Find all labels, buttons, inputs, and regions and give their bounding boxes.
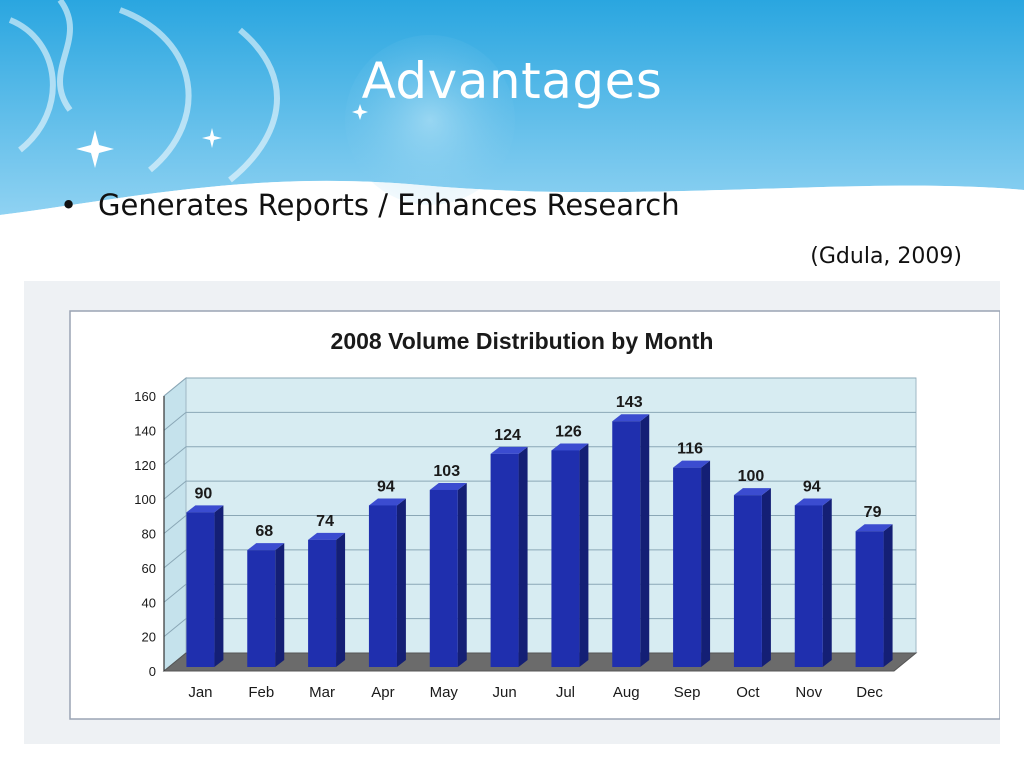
y-tick-label: 60 <box>142 561 156 576</box>
data-label: 116 <box>677 441 703 458</box>
x-tick-label: Oct <box>736 684 760 701</box>
bar-chart: 2008 Volume Distribution by Month 0 20 40 6… <box>24 281 1000 744</box>
sparkle-icon <box>76 104 368 168</box>
slide-title: Advantages <box>361 52 663 110</box>
bar-top <box>551 443 589 451</box>
data-label: 79 <box>864 504 882 521</box>
bar-side <box>214 505 224 667</box>
bar-top <box>490 446 528 454</box>
plot-area: 0 20 40 60 80 100 120 140 160 90 Jan 68 Feb 74 Mar 94 Ap… <box>134 376 918 701</box>
x-tick-label: Aug <box>613 684 640 701</box>
bar-top <box>247 543 285 551</box>
chart-floor <box>162 652 918 672</box>
bullet-item: • Generates Reports / Enhances Research <box>60 188 680 222</box>
data-label: 94 <box>377 478 395 495</box>
bar-side <box>518 446 528 667</box>
bar-side <box>822 498 832 667</box>
chart-image: 2008 Volume Distribution by Month 0 20 40 6… <box>24 281 1000 744</box>
bar <box>186 512 215 667</box>
bar <box>368 505 397 667</box>
data-label: 94 <box>803 478 821 495</box>
bar-top <box>794 498 832 506</box>
data-label: 103 <box>433 463 460 480</box>
gridline <box>163 515 916 534</box>
y-tick-label: 80 <box>142 527 156 542</box>
y-tick-label: 100 <box>134 492 156 507</box>
y-tick-label: 120 <box>134 458 156 473</box>
data-label: 74 <box>316 513 334 530</box>
moon-decoration <box>345 35 515 205</box>
gridline <box>163 411 916 431</box>
bar <box>794 505 823 667</box>
gridline <box>163 618 916 638</box>
x-tick-label: May <box>430 684 459 701</box>
bar-top <box>733 488 771 496</box>
x-tick-label: Dec <box>856 684 883 701</box>
bar-top <box>673 460 711 468</box>
x-tick-label: Nov <box>795 684 822 701</box>
data-label: 143 <box>616 394 643 411</box>
bar-side <box>336 532 346 667</box>
x-tick-label: Sep <box>674 684 701 701</box>
bar <box>551 450 580 667</box>
bullet-marker: • <box>60 188 78 222</box>
header-banner <box>0 0 1024 225</box>
bar-top <box>308 532 346 540</box>
data-label: 124 <box>494 427 521 444</box>
chart-title: 2008 Volume Distribution by Month <box>331 328 714 354</box>
x-tick-label: Jun <box>492 684 516 701</box>
bar-top <box>186 505 224 513</box>
header-wave-white <box>0 180 1024 225</box>
bar-side <box>275 543 285 667</box>
bar <box>855 531 884 667</box>
bar-side <box>396 498 406 667</box>
bar-side <box>701 460 711 667</box>
bar <box>673 467 702 667</box>
bar-top <box>368 498 406 506</box>
data-label: 90 <box>195 485 213 502</box>
x-tick-label: Feb <box>248 684 274 701</box>
bar-side <box>640 414 650 667</box>
bar-side <box>761 488 771 667</box>
bar <box>612 421 641 667</box>
gridline <box>163 377 916 397</box>
bar-side <box>883 524 893 667</box>
data-label: 68 <box>255 523 273 540</box>
x-tick-label: Mar <box>309 684 335 701</box>
bar-top <box>429 482 467 490</box>
citation: (Gdula, 2009) <box>810 244 962 269</box>
bar-top <box>612 414 650 422</box>
swirl-ornament <box>8 0 280 183</box>
bar <box>308 539 337 667</box>
bar-top <box>855 524 893 532</box>
y-tick-label: 40 <box>142 595 156 610</box>
gridline <box>163 583 916 603</box>
bar-side <box>579 443 589 667</box>
bar <box>247 550 276 667</box>
y-tick-label: 0 <box>149 664 156 679</box>
x-tick-label: Jul <box>556 684 575 701</box>
x-tick-label: Apr <box>371 684 394 701</box>
gridline <box>163 446 916 466</box>
bar-side <box>457 482 467 667</box>
gridline <box>163 549 916 569</box>
bullet-text: Generates Reports / Enhances Research <box>98 188 680 222</box>
gridline <box>163 480 916 500</box>
x-tick-label: Jan <box>188 684 212 701</box>
y-tick-label: 140 <box>134 423 156 438</box>
y-tick-label: 160 <box>134 389 156 404</box>
bar <box>733 495 762 667</box>
bar <box>429 489 458 667</box>
y-tick-label: 20 <box>142 630 156 645</box>
data-label: 126 <box>555 423 582 440</box>
data-label: 100 <box>738 468 765 485</box>
bar <box>490 453 519 667</box>
